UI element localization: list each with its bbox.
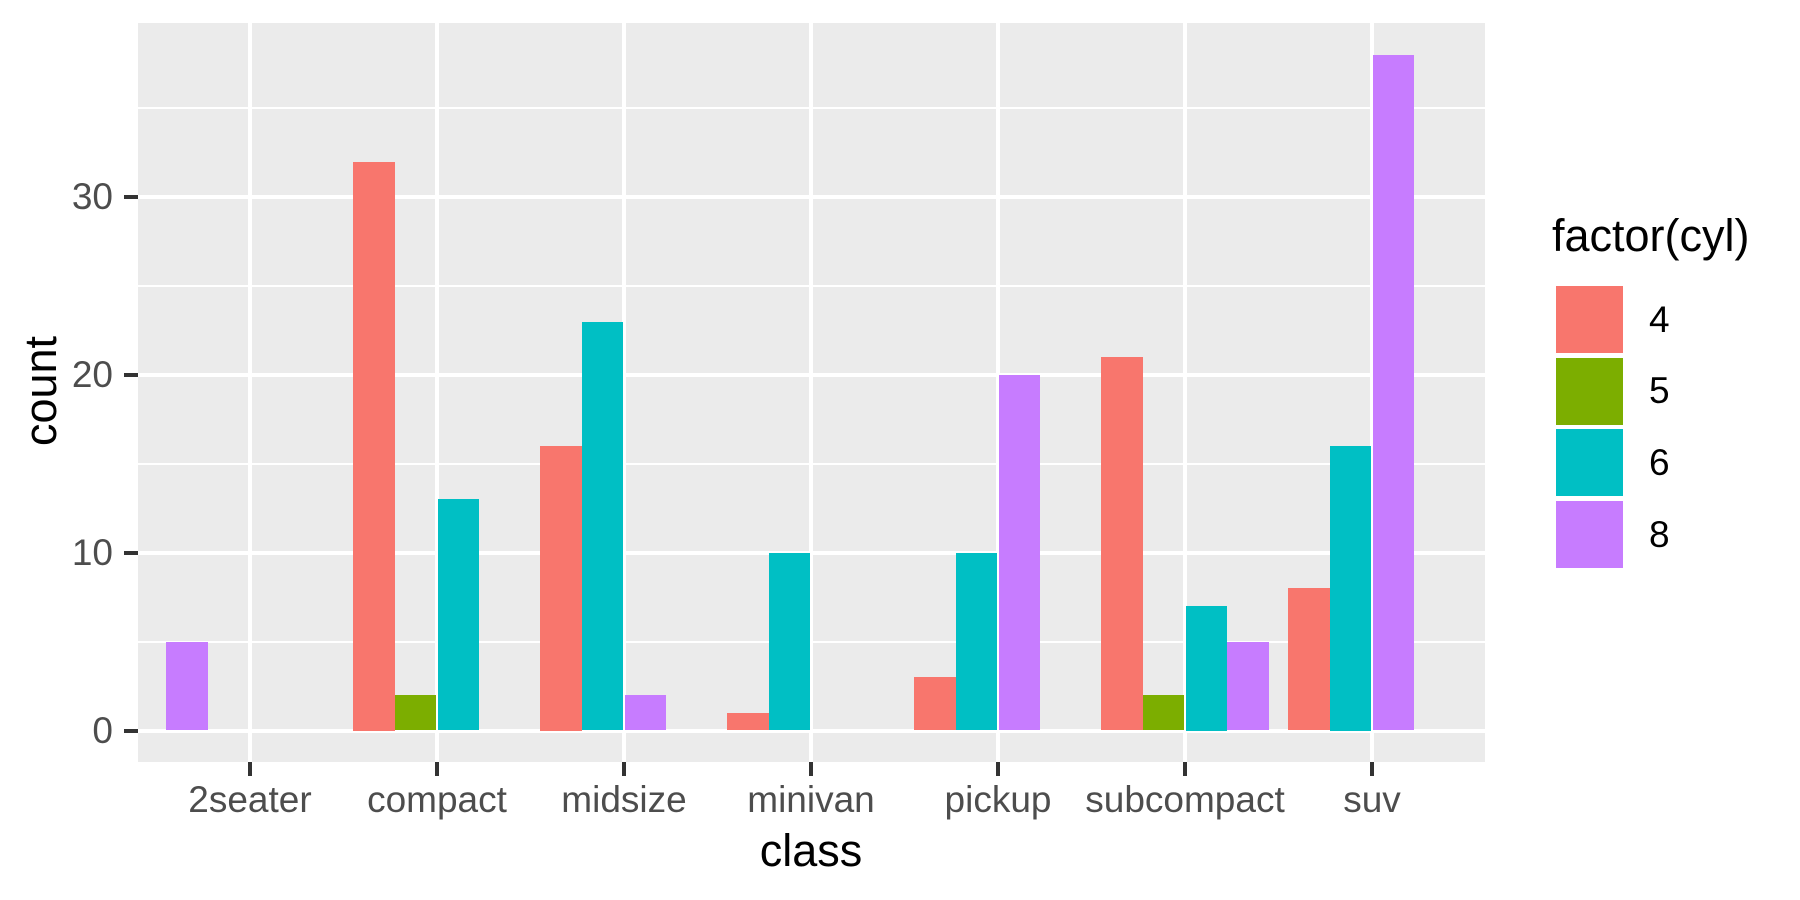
bar-subcompact-cyl5	[1143, 694, 1185, 731]
bar-pickup-cyl8	[998, 374, 1040, 731]
bar-2seater-cyl8	[165, 641, 208, 731]
legend-label-5: 5	[1649, 370, 1670, 412]
y-tick-label: 10	[71, 531, 113, 573]
bar-minivan-cyl6	[768, 552, 811, 731]
gridline-seam	[249, 23, 251, 762]
bar-subcompact-cyl8	[1227, 641, 1270, 731]
x-tick-label: 2seater	[188, 779, 312, 820]
x-tick-mark	[622, 762, 626, 776]
x-tick-mark	[996, 762, 1000, 776]
gridline-seam	[1184, 23, 1186, 762]
bar-subcompact-cyl6	[1185, 606, 1227, 731]
legend-key-5	[1556, 357, 1623, 425]
bar-suv-cyl8	[1372, 54, 1414, 731]
x-tick-mark	[1370, 762, 1374, 776]
x-axis-title: class	[759, 825, 863, 876]
legend-label-8: 8	[1649, 513, 1670, 555]
y-tick-mark	[124, 372, 138, 377]
bar-midsize-cyl8	[624, 694, 666, 731]
gridline-seam	[1371, 23, 1373, 762]
gridline-seam	[623, 23, 625, 762]
bar-minivan-cyl4	[726, 712, 769, 731]
bar-subcompact-cyl4	[1100, 357, 1143, 731]
legend-label-6: 6	[1649, 441, 1670, 483]
bar-midsize-cyl4	[539, 446, 582, 731]
legend-key-6	[1556, 429, 1623, 497]
bar-suv-cyl6	[1330, 446, 1372, 731]
bar-pickup-cyl4	[913, 677, 956, 731]
x-tick-mark	[248, 762, 252, 776]
y-tick-label: 20	[71, 353, 113, 395]
y-tick-label: 0	[92, 709, 113, 751]
legend-title: factor(cyl)	[1552, 210, 1750, 261]
y-tick-mark	[124, 728, 138, 733]
legend-key-8	[1556, 501, 1623, 569]
x-tick-mark	[435, 762, 439, 776]
bar-midsize-cyl6	[581, 321, 624, 731]
x-tick-mark	[1183, 762, 1187, 776]
y-tick-mark	[124, 550, 138, 555]
x-tick-label: pickup	[944, 779, 1052, 820]
x-tick-label: suv	[1343, 779, 1401, 820]
legend-label-4: 4	[1649, 298, 1670, 340]
bar-compact-cyl5	[394, 694, 437, 731]
x-tick-mark	[809, 762, 813, 776]
plot-panel	[138, 23, 1485, 762]
y-tick-label: 30	[71, 176, 113, 218]
gridline-seam	[810, 23, 812, 762]
legend-key-4	[1556, 286, 1623, 353]
bar-compact-cyl6	[437, 499, 479, 731]
gridline-seam	[436, 23, 438, 762]
gridline-seam	[997, 23, 999, 762]
bar-suv-cyl4	[1287, 588, 1330, 731]
x-tick-label: compact	[367, 779, 507, 820]
x-tick-label: minivan	[747, 779, 875, 820]
bar-compact-cyl4	[352, 161, 395, 731]
y-tick-mark	[124, 195, 138, 200]
x-tick-label: midsize	[561, 779, 687, 820]
x-tick-label: subcompact	[1085, 779, 1285, 820]
bar-pickup-cyl6	[955, 552, 998, 731]
